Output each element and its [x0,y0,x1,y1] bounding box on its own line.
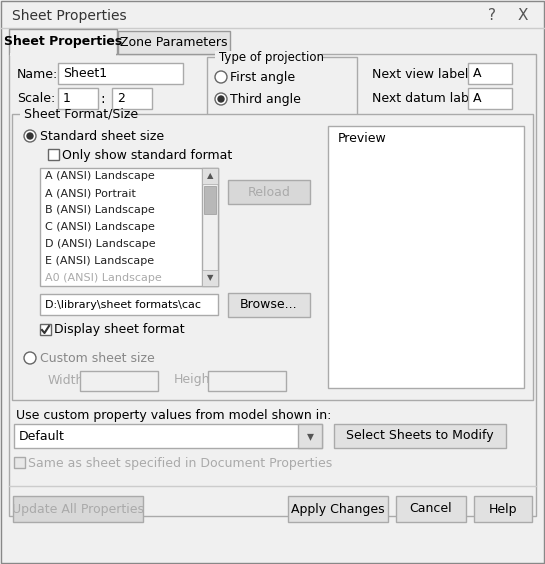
Circle shape [27,133,33,139]
Text: A (ANSI) Landscape: A (ANSI) Landscape [45,171,155,182]
Text: D (ANSI) Landscape: D (ANSI) Landscape [45,239,156,249]
Bar [228,180,310,204]
Bar [48,149,59,160]
Text: Preview: Preview [338,131,387,144]
Text: Browse...: Browse... [240,298,298,311]
Text: Display sheet format: Display sheet format [54,324,185,337]
Bar [40,168,218,286]
Text: Default: Default [19,430,65,443]
Bar [202,168,218,286]
Text: Next view label:: Next view label: [372,68,473,81]
Bar [58,63,183,84]
Bar [12,114,533,400]
Text: A0 (ANSI) Landscape: A0 (ANSI) Landscape [45,272,162,283]
Text: A (ANSI) Portrait: A (ANSI) Portrait [45,188,136,199]
Text: Sheet Properties: Sheet Properties [4,35,122,48]
Text: Use custom property values from model shown in:: Use custom property values from model sh… [16,408,331,421]
Text: Select Sheets to Modify: Select Sheets to Modify [346,430,494,443]
Bar [468,88,512,109]
Text: Reload: Reload [247,186,290,199]
Text: C (ANSI) Landscape: C (ANSI) Landscape [45,222,155,232]
Text: Apply Changes: Apply Changes [291,503,385,515]
Text: Sheet Properties: Sheet Properties [12,9,126,23]
Text: 1: 1 [63,92,71,105]
Bar [14,457,25,468]
Bar [9,29,117,54]
Circle shape [24,352,36,364]
Text: ▲: ▲ [207,171,213,180]
Bar [288,496,388,522]
Circle shape [215,71,227,83]
Text: ?: ? [488,8,496,24]
Bar [112,88,152,109]
Text: B (ANSI) Landscape: B (ANSI) Landscape [45,205,155,215]
Bar [58,88,98,109]
Text: Next datum label:: Next datum label: [372,92,485,105]
Text: Sheet Format/Size: Sheet Format/Size [24,108,138,121]
Bar [474,496,532,522]
Text: A: A [473,92,481,105]
Text: X: X [518,8,528,24]
Bar [80,371,158,391]
Bar [204,186,216,214]
Bar [9,54,536,516]
Bar [207,57,357,115]
Text: Custom sheet size: Custom sheet size [40,351,155,364]
Bar [10,53,116,56]
Bar [208,371,286,391]
Bar [228,293,310,317]
Text: Type of projection: Type of projection [219,51,324,64]
Text: Standard sheet size: Standard sheet size [40,130,164,143]
Bar [118,31,230,54]
Text: ▼: ▼ [207,274,213,283]
Text: Scale:: Scale: [17,92,55,105]
Circle shape [24,130,36,142]
Bar [334,424,506,448]
Text: Sheet1: Sheet1 [63,67,107,80]
Text: Zone Parameters: Zone Parameters [120,36,228,49]
Bar [14,424,322,448]
Text: Cancel: Cancel [410,503,452,515]
Bar [20,108,125,121]
Text: Height:: Height: [174,373,220,386]
Bar [468,63,512,84]
Text: Same as sheet specified in Document Properties: Same as sheet specified in Document Prop… [28,456,332,469]
Bar [328,126,524,388]
Text: Third angle: Third angle [230,92,301,105]
Text: D:\library\sheet formats\cac: D:\library\sheet formats\cac [45,299,201,310]
Bar [40,324,51,335]
Text: First angle: First angle [230,70,295,83]
Text: Help: Help [489,503,517,515]
Text: E (ANSI) Landscape: E (ANSI) Landscape [45,255,154,266]
Text: Width:: Width: [48,373,89,386]
Text: Update All Properties: Update All Properties [12,503,144,515]
Circle shape [218,96,224,102]
Bar [202,270,218,286]
Bar [298,424,322,448]
Bar [396,496,466,522]
Bar [13,496,143,522]
Circle shape [215,93,227,105]
Text: Only show standard format: Only show standard format [62,148,232,161]
Bar [202,168,218,184]
Text: A: A [473,67,481,80]
Bar [215,51,322,63]
Text: 2: 2 [117,92,125,105]
Text: Name:: Name: [17,68,58,81]
Bar [40,294,218,315]
Text: :: : [101,92,105,106]
Text: ▾: ▾ [306,429,313,443]
